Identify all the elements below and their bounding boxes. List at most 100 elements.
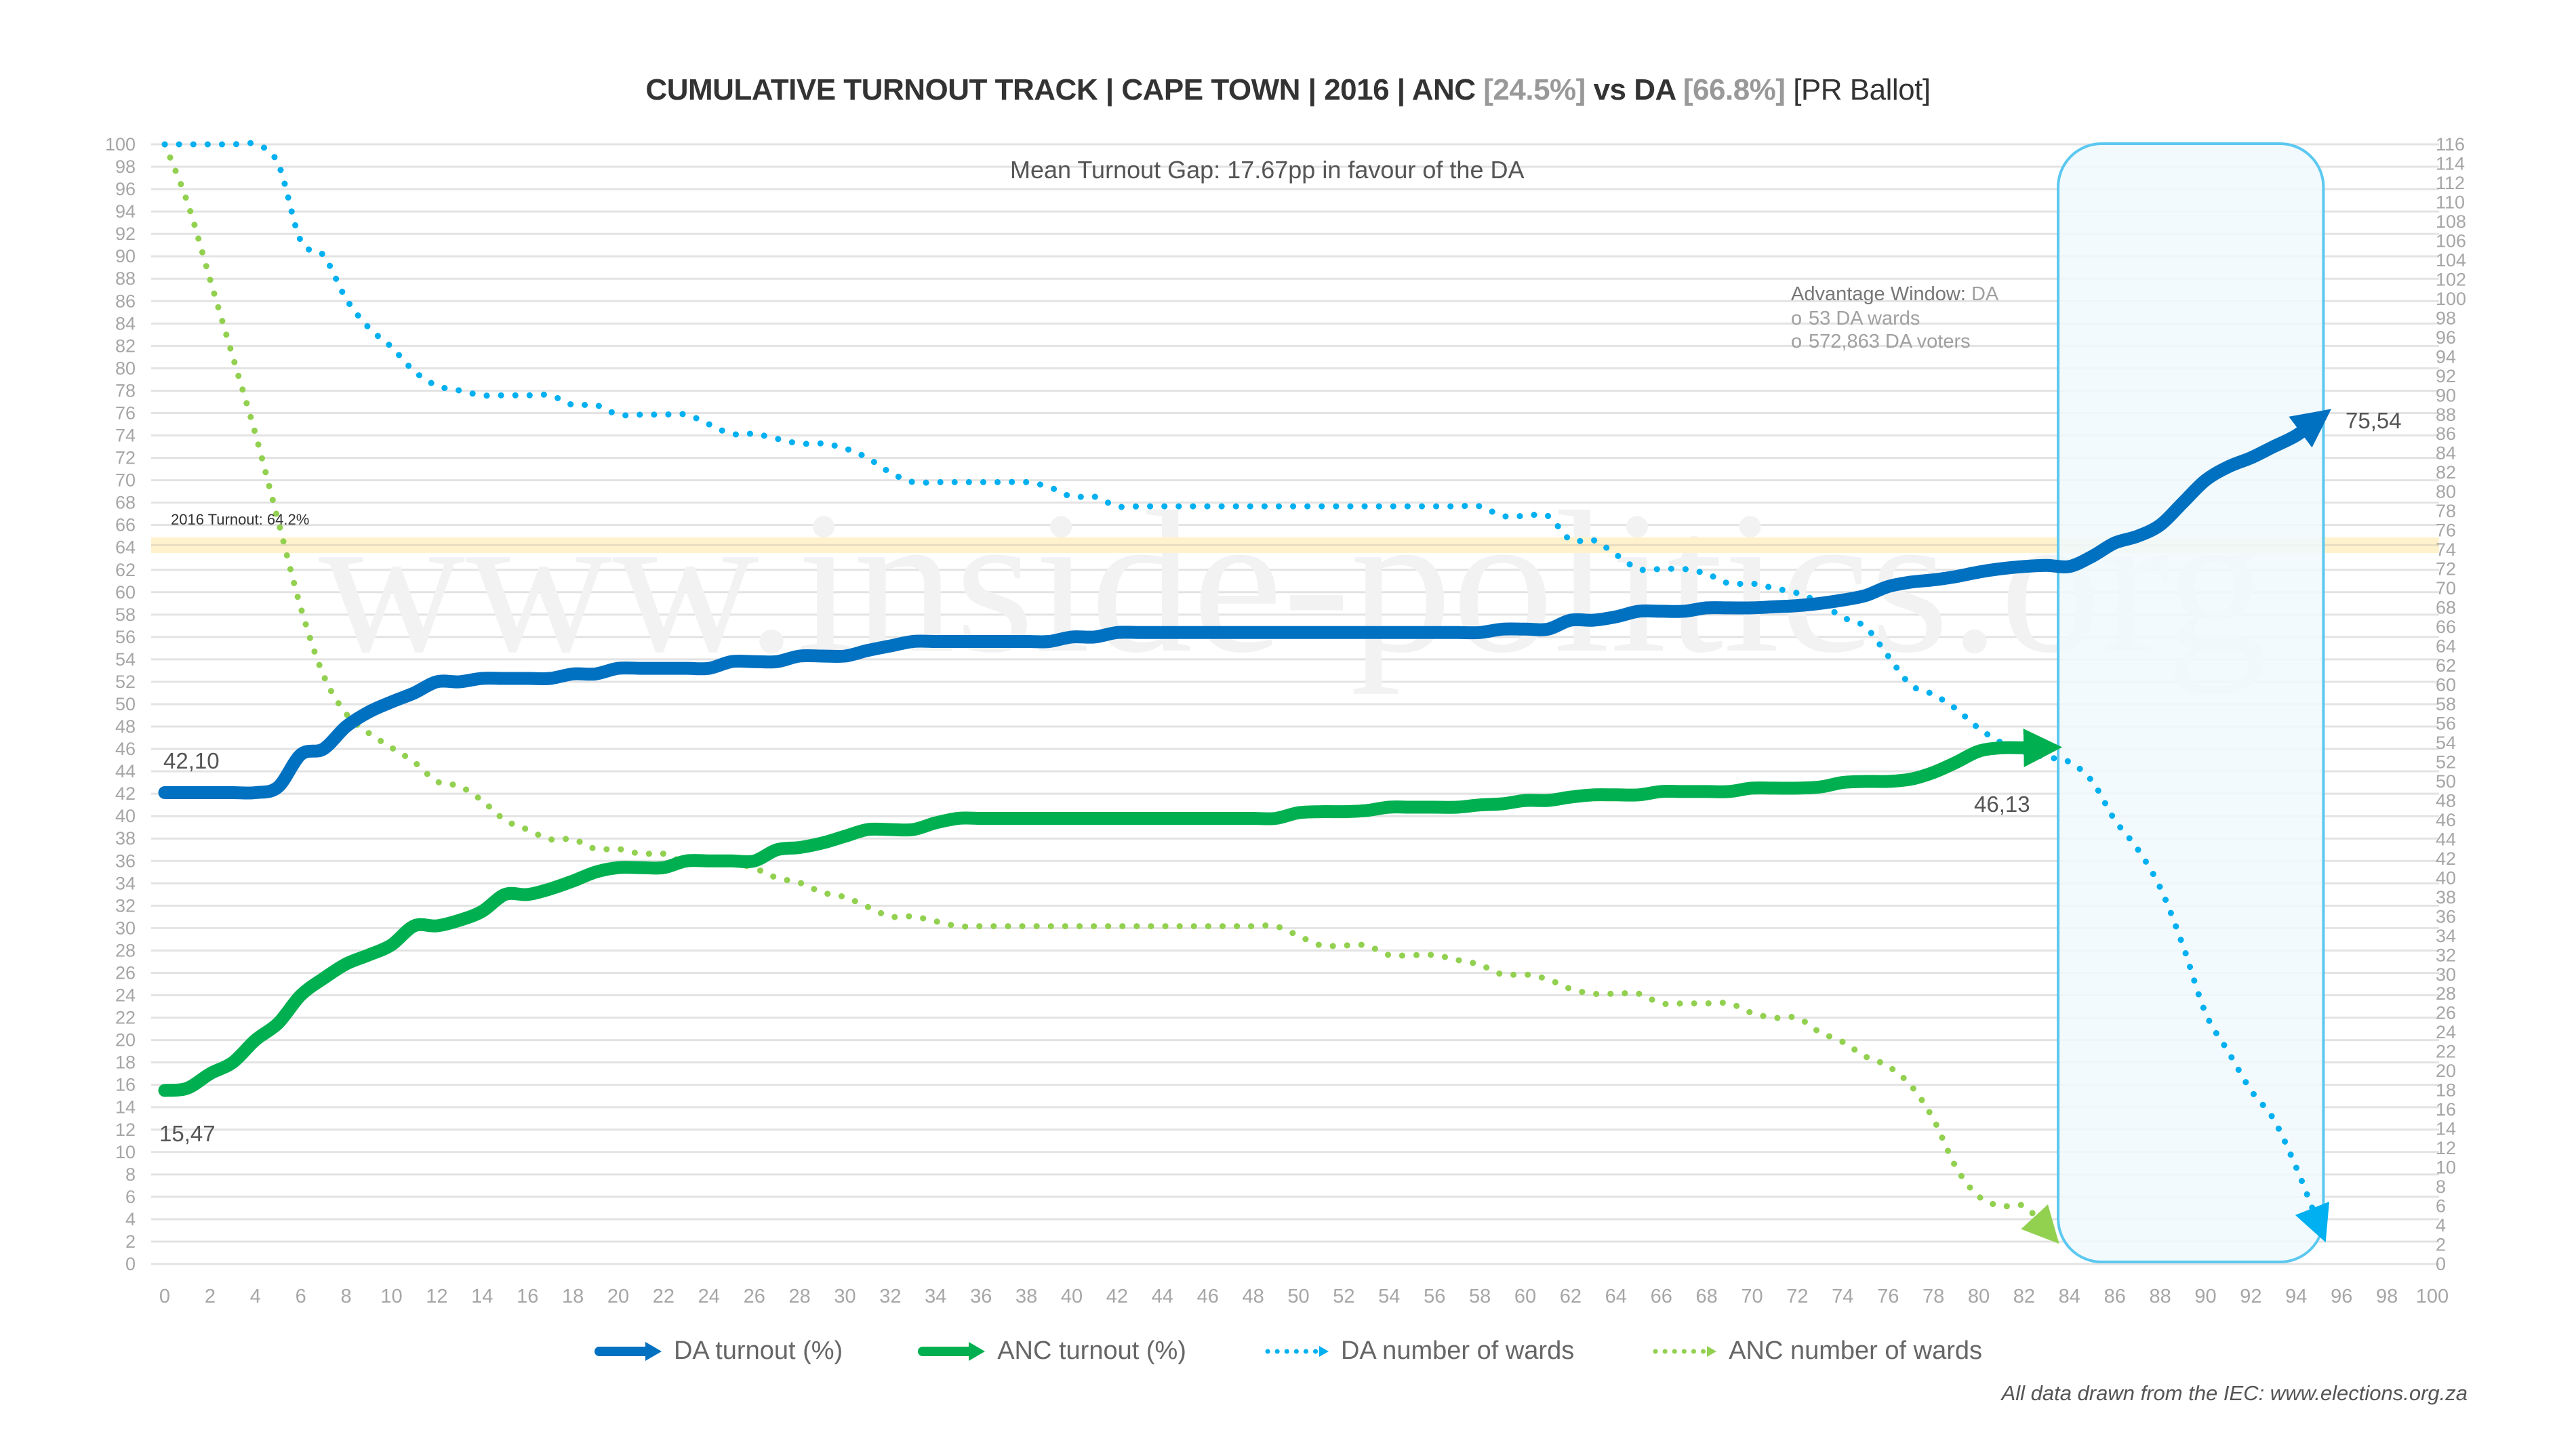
y2-tick-label: 70 xyxy=(2436,578,2456,598)
x-tick-label: 78 xyxy=(1923,1286,1944,1307)
y2-tick-label: 104 xyxy=(2436,250,2466,270)
y2-tick-label: 8 xyxy=(2436,1177,2446,1197)
y-tick-label: 70 xyxy=(115,470,136,491)
anc-turnout-line xyxy=(158,729,2063,1097)
x-tick-label: 22 xyxy=(653,1286,675,1307)
y-tick-label: 30 xyxy=(115,918,136,938)
legend: DA turnout (%) ANC turnout (%) DA number… xyxy=(0,1336,2576,1366)
y-tick-label: 14 xyxy=(115,1097,136,1118)
turnout-line-label: 2016 Turnout: 64.2% xyxy=(171,511,309,528)
y2-tick-label: 0 xyxy=(2436,1254,2446,1274)
y2-tick-label: 24 xyxy=(2436,1022,2456,1042)
y2-tick-label: 18 xyxy=(2436,1080,2456,1101)
y-tick-label: 12 xyxy=(115,1120,136,1140)
y-tick-label: 60 xyxy=(115,582,136,603)
advantage-bullet: o xyxy=(1791,331,1802,352)
y-tick-label: 92 xyxy=(115,224,136,244)
x-tick-label: 96 xyxy=(2331,1286,2352,1307)
y-tick-label: 48 xyxy=(115,716,136,737)
x-tick-label: 98 xyxy=(2376,1286,2398,1307)
y2-tick-label: 16 xyxy=(2436,1099,2456,1120)
y2-tick-label: 32 xyxy=(2436,945,2456,965)
x-tick-label: 26 xyxy=(744,1286,765,1307)
x-tick-label: 20 xyxy=(607,1286,629,1307)
legend-label: DA turnout (%) xyxy=(673,1336,843,1365)
y-tick-label: 34 xyxy=(115,873,136,893)
y-tick-label: 18 xyxy=(115,1053,136,1073)
y2-tick-label: 34 xyxy=(2436,926,2456,946)
x-tick-label: 90 xyxy=(2194,1286,2216,1307)
x-tick-label: 58 xyxy=(1469,1286,1491,1307)
x-tick-label: 12 xyxy=(426,1286,447,1307)
x-tick-label: 70 xyxy=(1741,1286,1763,1307)
x-tick-label: 64 xyxy=(1605,1286,1627,1307)
legend-item-da-wards[interactable]: DA number of wards xyxy=(1261,1336,1574,1366)
source-footer: All data drawn from the IEC: www.electio… xyxy=(2001,1381,2468,1405)
legend-item-anc-turnout[interactable]: ANC turnout (%) xyxy=(917,1336,1186,1366)
y2-tick-label: 12 xyxy=(2436,1138,2456,1158)
y2-tick-label: 116 xyxy=(2436,134,2465,155)
y2-tick-label: 40 xyxy=(2436,868,2456,888)
advantage-title-text: Advantage Window: xyxy=(1791,283,1971,305)
advantage-item-voters: 572,863 DA voters xyxy=(1809,331,1971,352)
x-tick-label: 0 xyxy=(159,1286,170,1307)
y2-tick-label: 2 xyxy=(2436,1235,2446,1255)
y2-tick-label: 46 xyxy=(2436,810,2456,830)
y2-tick-label: 106 xyxy=(2436,230,2466,251)
dotted-arrow-icon xyxy=(1265,1345,1329,1357)
x-tick-label: 56 xyxy=(1424,1286,1445,1307)
y-tick-label: 88 xyxy=(115,268,136,289)
y-tick-label: 4 xyxy=(125,1209,136,1229)
x-tick-label: 32 xyxy=(879,1286,901,1307)
x-tick-label: 100 xyxy=(2416,1286,2449,1307)
y2-tick-label: 62 xyxy=(2436,655,2456,676)
x-tick-label: 60 xyxy=(1514,1286,1536,1307)
x-tick-label: 86 xyxy=(2104,1286,2126,1307)
y-tick-label: 32 xyxy=(115,895,136,916)
x-tick-label: 82 xyxy=(2013,1286,2035,1307)
right-axis: 0246810121416182022242628303234363840424… xyxy=(2436,134,2466,1274)
x-tick-label: 18 xyxy=(562,1286,584,1307)
legend-item-da-turnout[interactable]: DA turnout (%) xyxy=(594,1336,843,1366)
y-tick-label: 68 xyxy=(115,493,136,513)
x-tick-label: 46 xyxy=(1197,1286,1219,1307)
y-tick-label: 56 xyxy=(115,627,136,647)
y2-tick-label: 4 xyxy=(2436,1215,2446,1236)
y2-tick-label: 72 xyxy=(2436,559,2456,579)
y-tick-label: 90 xyxy=(115,246,136,266)
y2-tick-label: 38 xyxy=(2436,887,2456,907)
y-tick-label: 94 xyxy=(115,201,136,222)
advantage-item-wards: 53 DA wards xyxy=(1809,308,1920,329)
y-tick-label: 36 xyxy=(115,851,136,871)
x-tick-label: 8 xyxy=(341,1286,352,1307)
y2-tick-label: 28 xyxy=(2436,983,2456,1004)
advantage-window-title: Advantage Window: DA xyxy=(1791,283,1999,305)
y2-tick-label: 30 xyxy=(2436,964,2456,985)
y2-tick-label: 86 xyxy=(2436,424,2456,444)
x-tick-label: 66 xyxy=(1651,1286,1672,1307)
y2-tick-label: 56 xyxy=(2436,713,2456,733)
x-tick-label: 52 xyxy=(1333,1286,1354,1307)
chart-title: CUMULATIVE TURNOUT TRACK | CAPE TOWN | 2… xyxy=(0,73,2576,107)
y2-tick-label: 42 xyxy=(2436,849,2456,869)
series-layer xyxy=(158,140,2332,1244)
y2-tick-label: 82 xyxy=(2436,462,2456,483)
y-tick-label: 8 xyxy=(125,1164,136,1185)
y2-tick-label: 110 xyxy=(2436,192,2465,212)
y2-tick-label: 76 xyxy=(2436,521,2456,541)
x-tick-label: 68 xyxy=(1695,1286,1717,1307)
y2-tick-label: 6 xyxy=(2436,1196,2446,1217)
x-tick-label: 42 xyxy=(1106,1286,1128,1307)
title-part3: [PR Ballot] xyxy=(1785,73,1931,106)
y2-tick-label: 74 xyxy=(2436,539,2456,560)
y-tick-label: 82 xyxy=(115,335,136,356)
x-tick-label: 40 xyxy=(1061,1286,1083,1307)
y2-tick-label: 58 xyxy=(2436,694,2456,714)
legend-item-anc-wards[interactable]: ANC number of wards xyxy=(1649,1336,1982,1366)
title-da-pct: [66.8%] xyxy=(1683,73,1786,106)
y2-tick-label: 22 xyxy=(2436,1042,2456,1062)
y2-tick-label: 114 xyxy=(2436,153,2465,174)
y-tick-label: 66 xyxy=(115,515,136,535)
y2-tick-label: 98 xyxy=(2436,308,2456,328)
